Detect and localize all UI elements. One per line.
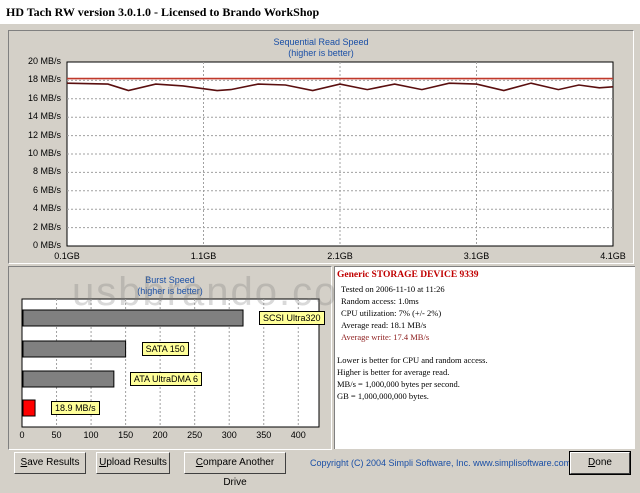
seq-x-tick-label: 2.1GB <box>327 251 353 261</box>
burst-bar <box>22 370 115 388</box>
burst-x-tick-label: 250 <box>187 430 203 440</box>
copyright-text: Copyright (C) 2004 Simpli Software, Inc.… <box>310 458 572 468</box>
burst-bar <box>22 399 36 417</box>
seq-y-tick-label: 20 MB/s <box>27 56 61 66</box>
burst-bar-label: SCSI Ultra320 <box>259 311 325 325</box>
seq-chart-title: Sequential Read Speed <box>273 37 369 47</box>
seq-measured-line <box>66 82 614 92</box>
seq-y-tick-label: 6 MB/s <box>32 184 61 195</box>
seq-y-tick-label: 0 MB/s <box>32 240 61 250</box>
seq-chart-subtitle: (higher is better) <box>288 48 354 58</box>
burst-x-tick-label: 50 <box>51 430 62 440</box>
sequential-read-panel: Sequential Read Speed (higher is better)… <box>8 30 634 264</box>
burst-x-tick-label: 200 <box>152 430 168 440</box>
average-read: Average read: 18.1 MB/s <box>341 320 427 330</box>
burst-x-tick-label: 150 <box>118 430 134 440</box>
note-lower-better: Lower is better for CPU and random acces… <box>337 355 488 365</box>
random-access: Random access: 1.0ms <box>341 296 419 306</box>
seq-y-tick-label: 16 MB/s <box>27 92 61 103</box>
average-write: Average write: 17.4 MB/s <box>341 332 430 342</box>
seq-x-tick-label: 3.1GB <box>463 251 490 261</box>
seq-y-tick-label: 12 MB/s <box>27 129 61 140</box>
burst-bar <box>22 309 244 327</box>
seq-y-tick-label: 8 MB/s <box>32 166 61 177</box>
seq-y-tick-label: 18 MB/s <box>27 74 61 85</box>
burst-x-tick-label: 400 <box>290 430 306 440</box>
done-button[interactable]: Done <box>569 451 631 475</box>
sequential-read-chart <box>66 61 614 247</box>
burst-speed-panel: Burst Speed (higher is better) SCSI Ultr… <box>8 266 332 450</box>
burst-bar-label: 18.9 MB/s <box>51 401 100 415</box>
burst-chart-title: Burst Speed <box>145 275 195 285</box>
note-higher-better: Higher is better for average read. <box>337 367 450 377</box>
burst-speed-chart <box>21 298 320 428</box>
upload-results-button[interactable]: Upload Results <box>96 452 170 474</box>
burst-x-tick-label: 300 <box>221 430 237 440</box>
note-mbs-definition: MB/s = 1,000,000 bytes per second. <box>337 379 460 389</box>
seq-x-tick-label: 1.1GB <box>190 251 217 261</box>
device-name: Generic STORAGE DEVICE 9339 <box>337 270 479 280</box>
burst-chart-subtitle: (higher is better) <box>137 286 203 296</box>
seq-x-tick-label: 0.1GB <box>54 251 80 261</box>
compare-another-drive-button[interactable]: Compare Another Drive <box>184 452 286 488</box>
title-bar: HD Tach RW version 3.0.1.0 - Licensed to… <box>0 0 640 24</box>
burst-bar-label: ATA UltraDMA 6 <box>129 372 203 386</box>
cpu-utilization: CPU utilization: 7% (+/- 2%) <box>341 308 442 318</box>
burst-x-tick-label: 0 <box>19 430 25 440</box>
note-gb-definition: GB = 1,000,000,000 bytes. <box>337 391 429 401</box>
burst-bar-label: SATA 150 <box>141 342 189 356</box>
seq-y-tick-label: 2 MB/s <box>32 221 61 232</box>
save-results-button[interactable]: Save Results <box>14 452 86 474</box>
drive-info-panel: Generic STORAGE DEVICE 9339 Tested on 20… <box>334 266 635 449</box>
seq-y-tick-label: 14 MB/s <box>27 111 61 122</box>
tested-date: Tested on 2006-11-10 at 11:26 <box>341 284 445 294</box>
burst-bar <box>22 340 127 358</box>
burst-x-tick-label: 350 <box>256 430 272 440</box>
burst-x-tick-label: 100 <box>83 430 99 440</box>
seq-y-tick-label: 10 MB/s <box>27 148 61 158</box>
window-title: HD Tach RW version 3.0.1.0 - Licensed to… <box>6 5 320 19</box>
seq-x-tick-label: 4.1GB <box>600 251 626 261</box>
seq-y-tick-label: 4 MB/s <box>32 203 61 214</box>
